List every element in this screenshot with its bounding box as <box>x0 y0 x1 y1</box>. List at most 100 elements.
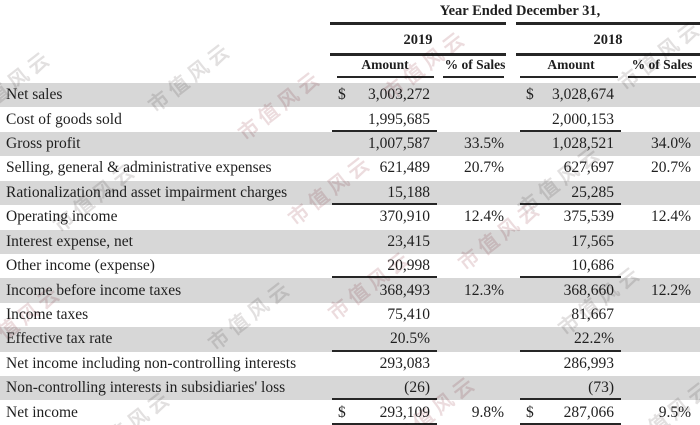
pct-sales-2018-cell: 9.5% <box>658 403 691 421</box>
amount-2019-cell: 20,998 <box>330 254 440 279</box>
pct-sales-2018-cell <box>624 303 700 327</box>
amount-2019-cell: 1,995,685 <box>330 107 440 133</box>
amount-2019-cell: 368,493 <box>330 278 440 302</box>
amount-2018-cell: 2,000,153 <box>518 107 624 133</box>
pct-sales-2019-cell <box>440 254 510 278</box>
pct-sales-2019-cell <box>440 230 510 254</box>
pct-sales-2019-cell <box>440 327 510 351</box>
column-gap <box>510 254 518 278</box>
row-label: Rationalization and asset impairment cha… <box>6 183 288 201</box>
amount-2018-value: 81,667 <box>571 306 614 323</box>
row-label: Effective tax rate <box>6 330 113 348</box>
amount-2019-cell: 621,489 <box>330 156 440 180</box>
amount-2019-value: 3,003,272 <box>368 86 430 104</box>
dollar-sign: $ <box>526 86 534 104</box>
amount-2019-cell: 23,415 <box>330 230 440 254</box>
amount-2019-cell: 75,410 <box>330 303 440 327</box>
pct-sales-2018-cell <box>624 352 700 376</box>
amount-2018-value: 10,686 <box>571 257 614 275</box>
row-label: Gross profit <box>6 135 81 153</box>
row-label: Net income <box>6 403 78 421</box>
amount-2018-value: 17,565 <box>571 232 614 250</box>
table-row: Cost of goods sold 1,995,685 2,000,153 <box>0 107 700 133</box>
pct-sales-2018-cell <box>624 254 700 278</box>
year-2018-header: 2018 <box>593 32 623 48</box>
row-label: Net sales <box>6 86 63 104</box>
pct-sales-2019-cell <box>440 107 510 131</box>
table-row: Selling, general & administrative expens… <box>0 156 700 180</box>
table-row: Income before income taxes 368,493 12.3%… <box>0 278 700 303</box>
amount-2018-cell: 17,565 <box>518 230 624 254</box>
amount-2018-cell: $3,028,674 <box>518 83 624 107</box>
amount-2018-cell: 81,667 <box>518 303 624 327</box>
amount-2019-cell: 15,188 <box>330 181 440 206</box>
pct-sales-2019-cell: 12.4% <box>463 208 504 226</box>
amount-2019-underline <box>337 76 434 78</box>
amount-2018-cell: $287,066 <box>518 400 624 425</box>
pct-sales-2018-cell: 12.4% <box>650 208 691 226</box>
row-label: Income taxes <box>6 306 89 323</box>
amount-2018-value: 287,066 <box>563 403 614 421</box>
table-row: Net income including non-controlling int… <box>0 352 700 376</box>
table-row: Income taxes 75,410 81,667 <box>0 303 700 327</box>
pct-sales-2019-underline <box>443 76 504 78</box>
amount-2019-cell: 293,083 <box>330 352 440 376</box>
amount-2019-value: 1,995,685 <box>368 110 430 128</box>
amount-2019-cell: $3,003,272 <box>330 83 440 107</box>
row-label: Net income including non-controlling int… <box>6 354 297 372</box>
amount-2018-underline <box>520 76 618 78</box>
amount-2018-cell: (73) <box>518 376 624 401</box>
year-2019-rule <box>330 53 506 56</box>
dollar-sign: $ <box>526 403 534 421</box>
table-body: Net sales $3,003,272 $3,028,674 Cost of … <box>0 83 700 425</box>
row-label: Interest expense, net <box>6 232 133 250</box>
amount-2018-value: 25,285 <box>571 183 614 201</box>
table-row: Effective tax rate 20.5% 22.2% <box>0 327 700 353</box>
column-gap <box>510 327 518 351</box>
pct-sales-2018-cell: 12.2% <box>650 281 691 299</box>
amount-2019-cell: 1,007,587 <box>330 132 440 156</box>
table-row: Rationalization and asset impairment cha… <box>0 180 700 206</box>
table-row: Net sales $3,003,272 $3,028,674 <box>0 83 700 108</box>
pct-sales-2019-cell <box>440 352 510 376</box>
header-rule-right <box>516 22 700 25</box>
pct-sales-2019-cell <box>440 83 510 107</box>
year-2018-rule <box>516 53 700 56</box>
row-label: Operating income <box>6 208 118 226</box>
column-gap <box>510 181 518 205</box>
amount-2018-cell: 286,993 <box>518 352 624 376</box>
amount-2018-value: 368,660 <box>563 281 614 299</box>
column-gap <box>510 156 518 180</box>
pct-sales-2018-cell <box>624 230 700 254</box>
year-2019-header: 2019 <box>403 32 433 48</box>
amount-2019-cell: $293,109 <box>330 400 440 425</box>
column-gap <box>510 83 518 107</box>
pct-sales-2018-cell <box>624 181 700 205</box>
row-label: Selling, general & administrative expens… <box>6 159 272 177</box>
amount-2018-value: 1,028,521 <box>552 135 614 153</box>
table-row: Other income (expense) 20,998 10,686 <box>0 254 700 279</box>
amount-2018-cell: 1,028,521 <box>518 132 624 156</box>
amount-2018-header: Amount <box>547 57 595 72</box>
row-label: Non-controlling interests in subsidiarie… <box>6 379 286 397</box>
amount-2019-value: 20.5% <box>389 330 430 348</box>
header-rule-left <box>330 22 506 25</box>
column-gap <box>510 230 518 254</box>
pct-sales-2018-header: % of Sales <box>631 57 693 72</box>
table-row: Net income $293,109 9.8% $287,066 9.5% <box>0 400 700 425</box>
table-title: Year Ended December 31, <box>439 3 601 19</box>
column-gap <box>510 376 518 400</box>
amount-2018-cell: 627,697 <box>518 156 624 180</box>
amount-2019-value: 370,910 <box>379 208 430 226</box>
pct-sales-2019-cell: 33.5% <box>463 135 504 153</box>
column-gap <box>510 352 518 376</box>
table-row: Gross profit 1,007,587 33.5% 1,028,521 3… <box>0 131 700 157</box>
amount-2018-cell: 22.2% <box>518 327 624 353</box>
pct-sales-2018-cell <box>624 83 700 107</box>
amount-2019-value: 368,493 <box>379 281 430 299</box>
amount-2019-value: 1,007,587 <box>368 135 430 153</box>
amount-2019-cell: 20.5% <box>330 327 440 353</box>
amount-2018-value: 627,697 <box>563 159 614 177</box>
amount-2018-value: 375,539 <box>563 208 614 226</box>
